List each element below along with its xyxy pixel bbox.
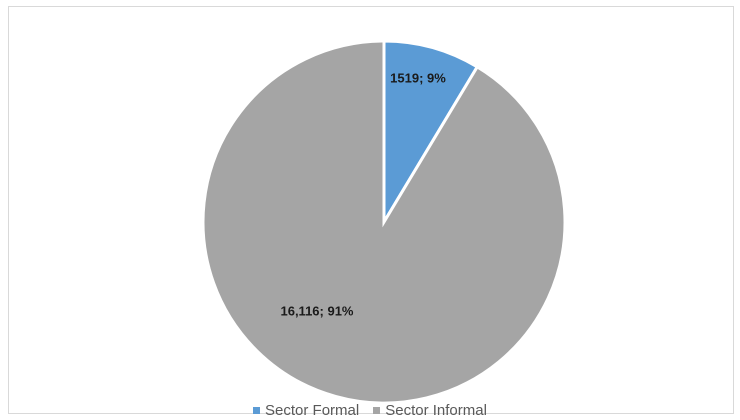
legend-swatch-informal bbox=[373, 407, 381, 414]
legend-label-informal: Sector Informal bbox=[385, 402, 487, 419]
legend-swatch-formal bbox=[253, 407, 261, 414]
pie-slice-1 bbox=[201, 39, 567, 405]
pie-slice-0 bbox=[382, 39, 480, 228]
legend-item-informal: Sector Informal bbox=[373, 402, 487, 419]
chart-legend: Sector Formal Sector Informal bbox=[0, 401, 740, 420]
data-label-0: 1519; 9% bbox=[390, 70, 446, 85]
legend-label-formal: Sector Formal bbox=[265, 402, 360, 419]
data-label-1: 16,116; 91% bbox=[280, 303, 353, 318]
legend-item-formal: Sector Formal bbox=[253, 402, 359, 419]
